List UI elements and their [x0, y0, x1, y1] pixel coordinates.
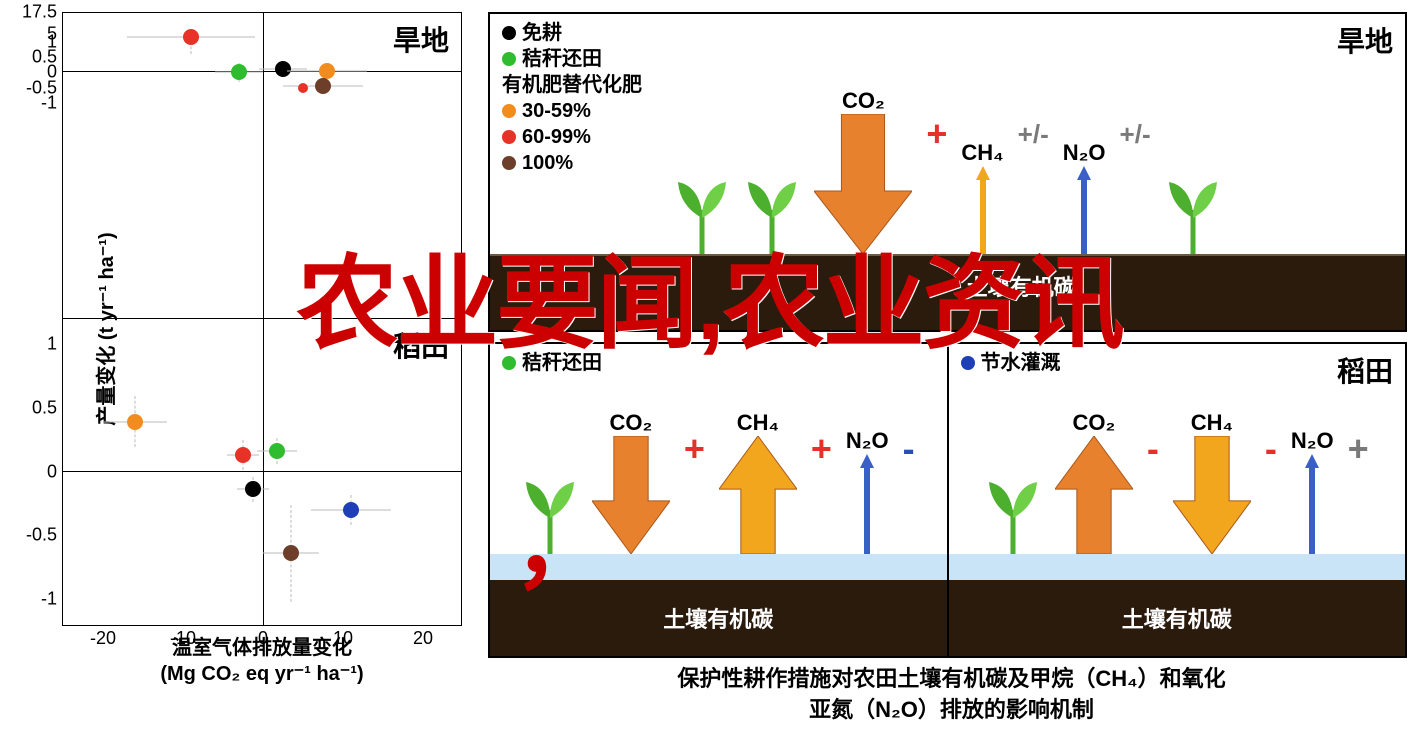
ch4-sym: +/-: [1018, 119, 1049, 150]
data-point: [315, 78, 331, 94]
soil-label-bl: 土壤有机碳: [663, 602, 773, 634]
gas-zone-br: CO₂-CH₄-N₂O+: [949, 344, 1406, 554]
data-point: [183, 29, 199, 45]
n2o-sym: +: [1348, 428, 1369, 470]
overlay-comma: ，: [513, 468, 609, 607]
ch4-label: CH₄: [961, 140, 1003, 166]
data-point: [269, 443, 285, 459]
co2-sym: +: [684, 428, 705, 470]
n2o-sym: -: [903, 428, 915, 470]
data-point: [245, 481, 261, 497]
n2o-label: N₂O: [846, 428, 889, 454]
ch4-sym: +: [811, 428, 832, 470]
data-point: [298, 83, 308, 93]
co2-sym: -: [1147, 428, 1159, 470]
water-br: [949, 554, 1406, 580]
bottom-caption: 保护性耕作措施对农田土壤有机碳及甲烷（CH₄）和氧化亚氮（N₂O）排放的影响机制: [500, 664, 1403, 726]
n2o-label: N₂O: [1063, 140, 1106, 166]
n2o-sym: +/-: [1120, 119, 1151, 150]
ch4-label: CH₄: [1191, 410, 1233, 436]
diagram-bottom-right: 节水灌溉 稻田 CO₂-CH₄-N₂O+ 土壤有机碳: [947, 342, 1408, 658]
ch4-label: CH₄: [737, 410, 779, 436]
n2o-label: N₂O: [1291, 428, 1334, 454]
co2-label: CO₂: [842, 88, 885, 114]
co2-sym: +: [926, 113, 947, 155]
gas-zone-top: CO₂ + CH₄ +/- N₂O +/-: [490, 14, 1405, 254]
data-point: [275, 61, 291, 77]
ch4-sym: -: [1265, 428, 1277, 470]
data-point: [231, 64, 247, 80]
data-point: [283, 545, 299, 561]
sprout-icon: [1165, 168, 1221, 254]
data-point: [343, 502, 359, 518]
co2-label: CO₂: [1072, 410, 1115, 436]
soil-br: 土壤有机碳: [949, 580, 1406, 656]
soil-label-br: 土壤有机碳: [1122, 602, 1232, 634]
scatter-top-title: 旱地: [393, 19, 449, 59]
overlay-headline: 农业要闻,农业资讯: [296, 222, 1122, 369]
co2-label: CO₂: [609, 410, 652, 436]
data-point: [127, 414, 143, 430]
sprout-icon: [985, 468, 1041, 554]
data-point: [235, 447, 251, 463]
